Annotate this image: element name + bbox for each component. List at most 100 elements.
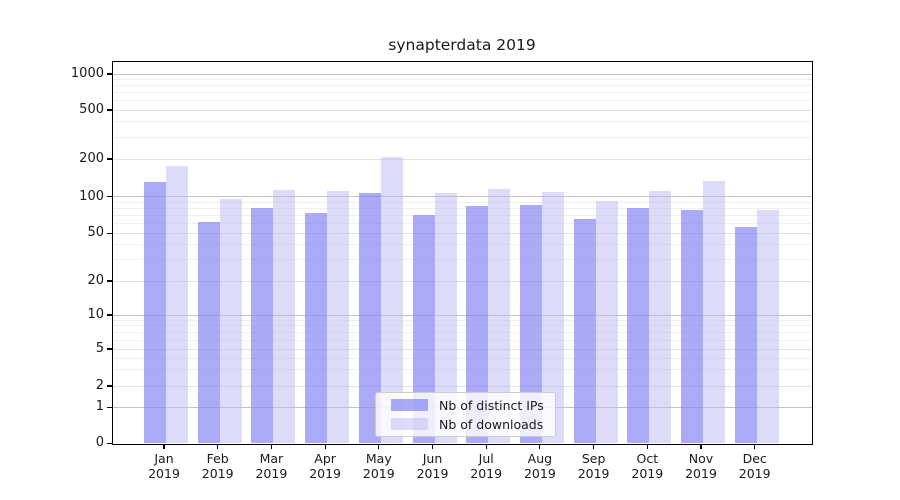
x-tick-month: Nov [688, 450, 714, 466]
gridline-50 [113, 232, 812, 234]
bar-distinct-ips-feb [197, 221, 220, 444]
y-tick-mark [107, 73, 112, 75]
minor-gridline [113, 121, 812, 123]
x-tick-month: May [365, 450, 392, 466]
x-tick-mark [324, 444, 326, 449]
y-tick-label: 10 [87, 307, 104, 322]
legend-label-distinct-ips: Nb of distinct IPs [439, 397, 544, 413]
minor-gridline [113, 201, 812, 203]
x-tick-label: Aug 2019 [508, 451, 572, 482]
x-tick-mark [270, 444, 272, 449]
bar-distinct-ips-jul [466, 205, 489, 444]
minor-gridline [113, 331, 812, 333]
x-tick-label: Apr 2019 [293, 451, 357, 482]
x-tick-month: Aug [527, 450, 553, 466]
bar-distinct-ips-dec [734, 227, 757, 444]
y-tick-label: 5 [95, 341, 104, 356]
minor-gridline [113, 215, 812, 217]
bar-distinct-ips-mar [251, 207, 274, 444]
y-tick-mark [107, 406, 112, 408]
bar-downloads-jun [434, 192, 457, 444]
bar-distinct-ips-jan [144, 182, 166, 444]
gridline-500 [113, 109, 812, 111]
y-tick-mark [107, 348, 112, 350]
gridline-100 [113, 196, 812, 198]
bar-downloads-jul [488, 189, 511, 444]
x-tick-month: Apr [314, 450, 336, 466]
y-tick-mark [107, 314, 112, 316]
legend: Nb of distinct IPs Nb of downloads [375, 392, 556, 437]
bar-downloads-aug [541, 191, 564, 444]
x-tick-year: 2019 [148, 466, 180, 481]
bar-downloads-oct [649, 191, 672, 444]
x-tick-month: Mar [259, 450, 284, 466]
x-tick-mark [485, 444, 487, 449]
y-tick-mark [107, 158, 112, 160]
minor-gridline [113, 339, 812, 341]
bar-downloads-mar [273, 189, 296, 444]
y-tick-label: 200 [79, 151, 104, 166]
y-tick-label: 500 [79, 102, 104, 117]
bar-downloads-nov [703, 181, 725, 444]
bar-downloads-may [380, 157, 403, 444]
x-tick-year: 2019 [201, 466, 234, 481]
x-tick-month: Feb [206, 450, 229, 466]
x-tick-label: Dec 2019 [723, 451, 787, 482]
gridline-1000 [113, 73, 812, 75]
bar-downloads-apr [327, 191, 350, 444]
x-tick-label: May 2019 [347, 451, 411, 482]
minor-gridline [113, 136, 812, 138]
y-tick-mark [107, 385, 112, 387]
x-tick-year: 2019 [685, 466, 717, 481]
y-tick-label: 50 [87, 225, 104, 241]
y-tick-mark [107, 196, 112, 198]
legend-item-distinct-ips: Nb of distinct IPs [391, 398, 555, 413]
chart-title: synapterdata 2019 [388, 36, 536, 54]
bar-distinct-ips-oct [627, 207, 650, 444]
plot-area [112, 60, 813, 445]
minor-gridline [113, 78, 812, 80]
x-tick-year: 2019 [309, 466, 341, 481]
y-tick-label: 100 [79, 188, 104, 204]
bar-downloads-dec [756, 209, 779, 444]
legend-swatch-distinct-ips [391, 399, 428, 411]
x-tick-mark [754, 444, 756, 449]
x-tick-month: Jul [478, 450, 494, 466]
x-tick-label: Sep 2019 [562, 451, 626, 482]
bar-distinct-ips-aug [519, 205, 542, 444]
x-tick-month: Jun [422, 450, 443, 466]
x-tick-year: 2019 [470, 466, 503, 481]
bar-downloads-feb [219, 199, 242, 444]
x-tick-mark [163, 444, 165, 449]
bar-distinct-ips-may [358, 193, 381, 444]
minor-gridline [113, 259, 812, 261]
y-tick-label: 0 [95, 435, 104, 451]
bar-downloads-sep [595, 201, 618, 444]
minor-gridline [113, 319, 812, 321]
x-tick-month: Sep [581, 450, 606, 466]
y-tick-mark [107, 109, 112, 111]
minor-gridline [113, 85, 812, 87]
y-tick-label: 1 [95, 399, 104, 415]
x-tick-mark [431, 444, 434, 449]
legend-swatch-downloads [391, 418, 428, 430]
minor-gridline [113, 92, 812, 94]
x-tick-month: Dec [742, 450, 767, 466]
x-tick-month: Jan [154, 450, 174, 466]
bar-distinct-ips-nov [681, 209, 703, 444]
legend-item-downloads: Nb of downloads [391, 417, 555, 432]
minor-gridline [113, 207, 812, 209]
minor-gridline [113, 357, 812, 359]
x-tick-mark [593, 444, 595, 449]
minor-gridline [113, 244, 812, 246]
bar-distinct-ips-sep [573, 218, 596, 444]
x-tick-label: Mar 2019 [239, 451, 303, 482]
minor-gridline [113, 100, 812, 102]
y-tick-label: 20 [87, 273, 104, 288]
x-tick-mark [646, 444, 648, 449]
x-tick-mark [217, 444, 219, 449]
y-tick-mark [107, 280, 112, 282]
x-tick-month: Oct [636, 450, 659, 466]
gridline-5 [113, 348, 812, 350]
